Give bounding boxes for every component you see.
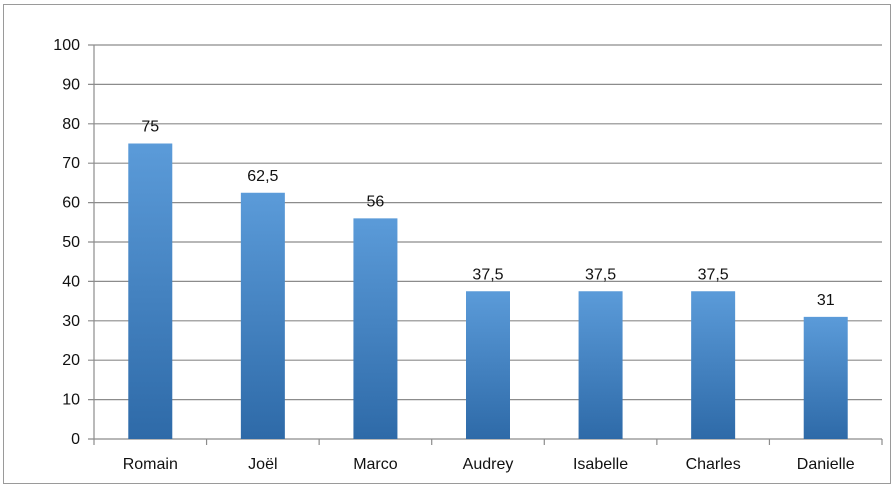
data-label: 37,5 (585, 266, 616, 283)
y-tick-label: 40 (62, 273, 80, 290)
x-category-label: Audrey (463, 456, 514, 473)
y-tick-label: 80 (62, 116, 80, 133)
bar-isabelle (578, 291, 623, 439)
x-category-label: Isabelle (573, 456, 628, 473)
bar-audrey (466, 291, 510, 439)
y-tick-label: 50 (62, 234, 80, 251)
y-tick-label: 0 (71, 431, 80, 448)
y-tick-label: 90 (62, 76, 80, 93)
data-label: 75 (141, 119, 159, 136)
bar-romain (128, 143, 173, 439)
y-tick-label: 20 (62, 352, 80, 369)
gridlines (88, 44, 883, 445)
data-labels: 75 62,5 56 37,5 37,5 37,5 31 (141, 119, 834, 309)
y-axis-ticks: 0 10 20 30 40 50 60 70 80 90 100 (53, 37, 80, 448)
bar-joël (240, 192, 285, 439)
bar-chart: 0 10 20 30 40 50 60 70 80 90 100 75 62,5 56 37,5 37,5 3… (53, 37, 883, 473)
data-label: 37,5 (698, 266, 729, 283)
chart-frame: 0 10 20 30 40 50 60 70 80 90 100 75 62,5 56 37,5 37,5 3… (3, 4, 891, 484)
data-label: 62,5 (247, 168, 278, 185)
x-category-label: Charles (686, 456, 741, 473)
x-category-label: Marco (353, 456, 398, 473)
y-tick-label: 30 (62, 313, 80, 330)
x-category-label: Romain (123, 456, 178, 473)
y-tick-label: 10 (62, 392, 80, 409)
bar-danielle (803, 316, 848, 439)
data-label: 56 (367, 193, 385, 210)
x-category-label: Danielle (797, 456, 855, 473)
y-tick-label: 60 (62, 195, 80, 212)
bars (128, 143, 848, 439)
x-category-label: Joël (248, 456, 277, 473)
bar-marco (353, 218, 398, 439)
data-label: 37,5 (472, 266, 503, 283)
data-label: 31 (817, 292, 835, 309)
x-axis-categories: Romain Joël Marco Audrey Isabelle Charles Dani… (123, 456, 855, 473)
bar-charles (691, 291, 736, 439)
y-tick-label: 70 (62, 155, 80, 172)
y-tick-label: 100 (53, 37, 80, 54)
